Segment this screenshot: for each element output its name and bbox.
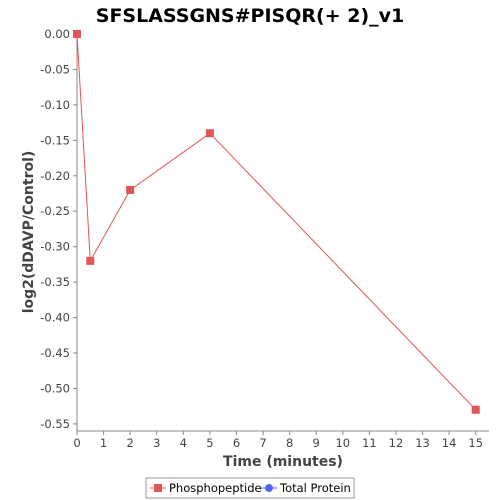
y-tick-label: -0.35 <box>40 275 70 289</box>
y-tick-label: -0.25 <box>40 204 70 218</box>
x-tick-label: 9 <box>313 436 320 450</box>
x-tick-label: 13 <box>415 436 430 450</box>
x-tick-label: 5 <box>206 436 213 450</box>
series-layer <box>73 30 480 414</box>
x-tick-label: 1 <box>100 436 107 450</box>
x-tick-label: 15 <box>468 436 483 450</box>
x-tick-label: 14 <box>442 436 457 450</box>
x-tick-label: 4 <box>180 436 187 450</box>
y-tick-label: -0.15 <box>40 133 70 147</box>
x-tick-label: 6 <box>233 436 240 450</box>
legend-box <box>145 477 355 499</box>
plot-area <box>77 34 489 431</box>
x-axis: 0 1 2 3 4 5 6 7 8 9 10 11 12 13 14 15 <box>73 430 489 450</box>
legend-marker-total-protein <box>265 484 273 492</box>
y-tick-label: -0.30 <box>40 240 70 254</box>
data-point-phosphopeptide <box>86 256 95 265</box>
y-tick-label: -0.40 <box>40 311 70 325</box>
y-tick-label: -0.55 <box>40 417 70 431</box>
y-tick-label: -0.45 <box>40 346 70 360</box>
y-tick-label: -0.10 <box>40 98 70 112</box>
y-tick-label: 0.00 <box>44 27 70 41</box>
x-tick-label: 12 <box>389 436 404 450</box>
legend-label-total-protein: Total Protein <box>279 481 351 495</box>
x-tick-label: 0 <box>73 436 80 450</box>
chart-title: SFSLASSGNS#PISQR(+ 2)_v1 <box>96 5 404 27</box>
x-tick-label: 8 <box>286 436 293 450</box>
data-point-phosphopeptide <box>126 185 135 194</box>
y-tick-label: -0.50 <box>40 381 70 395</box>
x-axis-label: Time (minutes) <box>223 454 343 470</box>
y-axis-label: log2(dDAVP/Control) <box>21 151 37 314</box>
x-tick-label: 2 <box>126 436 133 450</box>
y-axis: 0.00 -0.05 -0.10 -0.15 -0.20 -0.25 -0.30 -0.35 -… <box>40 27 78 431</box>
x-tick-label: 11 <box>362 436 377 450</box>
y-tick-label: -0.20 <box>40 169 70 183</box>
x-tick-label: 3 <box>153 436 160 450</box>
data-point-phosphopeptide <box>205 129 214 138</box>
data-point-phosphopeptide <box>471 405 480 414</box>
x-tick-label: 7 <box>259 436 266 450</box>
legend: Phosphopeptide Total Protein <box>145 477 355 499</box>
y-tick-label: -0.05 <box>40 62 70 76</box>
legend-label-phosphopeptide: Phosphopeptide <box>169 481 262 495</box>
legend-marker-phosphopeptide <box>154 484 162 492</box>
x-tick-label: 10 <box>335 436 350 450</box>
data-point-phosphopeptide <box>73 30 81 38</box>
